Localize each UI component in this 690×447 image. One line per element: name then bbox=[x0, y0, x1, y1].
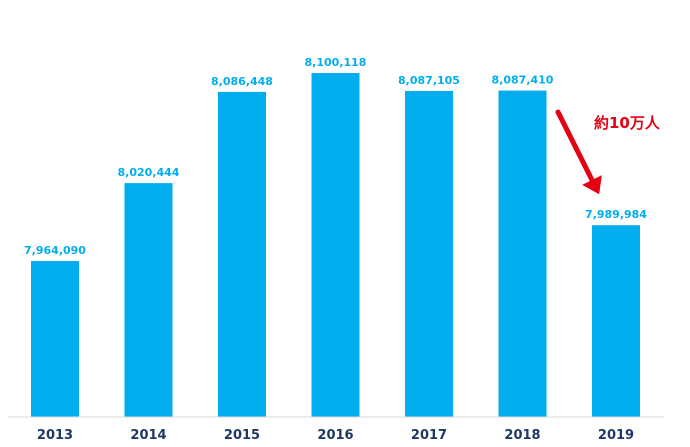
bar-2019 bbox=[592, 225, 640, 417]
value-label-2015: 8,086,448 bbox=[211, 75, 273, 88]
bar-2017 bbox=[405, 90, 453, 417]
category-label-2015: 2015 bbox=[224, 428, 260, 443]
x-axis-tick-labels: 2013 2014 2015 2016 2017 2018 2019 bbox=[37, 428, 634, 443]
annotation-arrow-head bbox=[582, 175, 602, 195]
value-label-2016: 8,100,118 bbox=[305, 56, 367, 69]
value-label-2019: 7,989,984 bbox=[585, 208, 647, 221]
category-label-2013: 2013 bbox=[37, 428, 73, 443]
category-label-2019: 2019 bbox=[598, 428, 634, 443]
category-label-2017: 2017 bbox=[411, 428, 447, 443]
value-label-2014: 8,020,444 bbox=[118, 166, 180, 179]
category-label-2014: 2014 bbox=[130, 428, 166, 443]
category-label-2016: 2016 bbox=[317, 428, 353, 443]
drop-annotation: 約10万人 bbox=[555, 109, 661, 195]
value-label-2013: 7,964,090 bbox=[24, 244, 86, 257]
value-labels-group: 7,964,090 8,020,444 8,086,448 8,100,118 8,08… bbox=[24, 56, 647, 257]
value-label-2018: 8,087,410 bbox=[492, 74, 554, 87]
value-label-2017: 8,087,105 bbox=[398, 74, 460, 87]
bar-2015 bbox=[218, 91, 266, 417]
annotation-arrow-line bbox=[555, 109, 595, 183]
bar-2014 bbox=[124, 183, 173, 417]
bar-2018 bbox=[498, 90, 547, 417]
bar-2016 bbox=[311, 73, 360, 417]
bars-group bbox=[31, 73, 640, 417]
category-label-2018: 2018 bbox=[504, 428, 540, 443]
bar-2013 bbox=[31, 261, 79, 417]
annotation-label: 約10万人 bbox=[594, 114, 661, 132]
